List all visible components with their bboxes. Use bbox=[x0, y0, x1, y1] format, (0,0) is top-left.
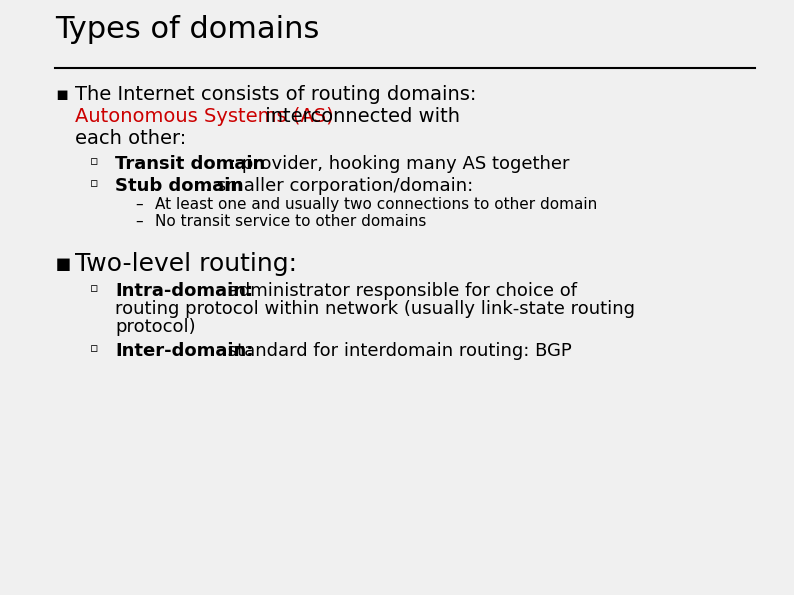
Text: Transit domain: Transit domain bbox=[115, 155, 265, 173]
Text: ▫: ▫ bbox=[90, 177, 98, 190]
Text: –: – bbox=[135, 214, 143, 229]
Text: ▫: ▫ bbox=[90, 342, 98, 355]
Text: ▪: ▪ bbox=[55, 85, 68, 104]
Text: protocol): protocol) bbox=[115, 318, 195, 336]
Text: Types of domains: Types of domains bbox=[55, 15, 319, 44]
Text: At least one and usually two connections to other domain: At least one and usually two connections… bbox=[155, 197, 597, 212]
Text: routing protocol within network (usually link-state routing: routing protocol within network (usually… bbox=[115, 300, 635, 318]
Text: ▫: ▫ bbox=[90, 282, 98, 295]
Text: each other:: each other: bbox=[75, 129, 187, 148]
Text: administrator responsible for choice of: administrator responsible for choice of bbox=[222, 282, 576, 300]
Text: Autonomous Systems (AS): Autonomous Systems (AS) bbox=[75, 107, 333, 126]
Text: interconnected with: interconnected with bbox=[259, 107, 460, 126]
Text: Two-level routing:: Two-level routing: bbox=[75, 252, 297, 276]
Text: Inter-domain:: Inter-domain: bbox=[115, 342, 253, 360]
Text: ▪: ▪ bbox=[55, 252, 72, 276]
Text: : provider, hooking many AS together: : provider, hooking many AS together bbox=[229, 155, 569, 173]
Text: No transit service to other domains: No transit service to other domains bbox=[155, 214, 426, 229]
Text: : smaller corporation/domain:: : smaller corporation/domain: bbox=[205, 177, 473, 195]
Text: ▫: ▫ bbox=[90, 155, 98, 168]
Text: Stub domain: Stub domain bbox=[115, 177, 243, 195]
Text: standard for interdomain routing: BGP: standard for interdomain routing: BGP bbox=[222, 342, 572, 360]
Text: –: – bbox=[135, 197, 143, 212]
Text: The Internet consists of routing domains:: The Internet consists of routing domains… bbox=[75, 85, 476, 104]
Text: Intra-domain:: Intra-domain: bbox=[115, 282, 253, 300]
